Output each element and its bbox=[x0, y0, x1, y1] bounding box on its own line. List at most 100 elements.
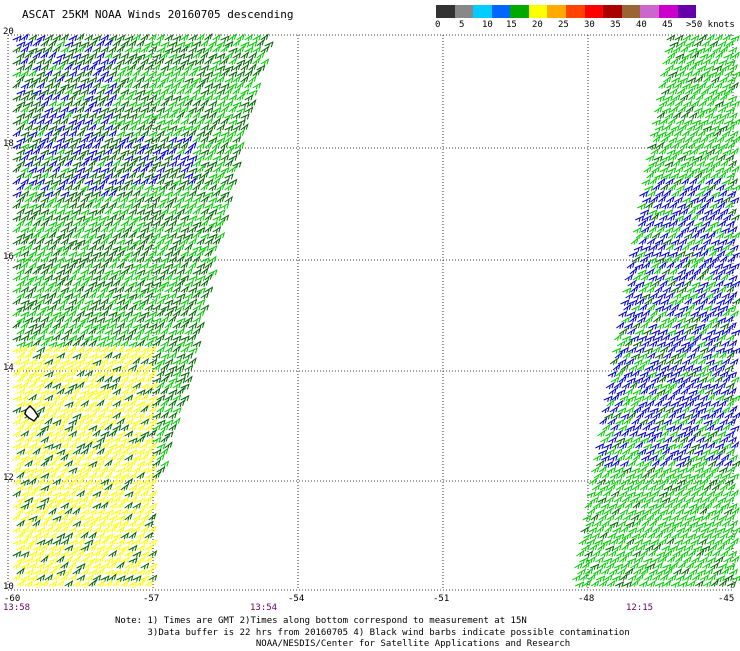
wind-barb bbox=[141, 491, 148, 497]
wind-barb bbox=[680, 143, 688, 149]
wind-barb bbox=[21, 538, 28, 544]
wind-barb bbox=[33, 534, 41, 540]
wind-barb bbox=[217, 125, 225, 131]
wind-barb bbox=[722, 197, 730, 203]
wind-barb bbox=[145, 77, 152, 83]
wind-barb bbox=[593, 503, 601, 509]
wind-barb bbox=[173, 59, 181, 65]
wind-barb bbox=[17, 376, 24, 382]
wind-barb bbox=[49, 101, 57, 107]
wind-barb bbox=[685, 365, 693, 371]
wind-barb bbox=[213, 132, 221, 138]
wind-barb bbox=[181, 359, 189, 365]
wind-barb bbox=[81, 54, 89, 60]
wind-barb bbox=[125, 156, 133, 162]
wind-barb bbox=[653, 365, 661, 371]
wind-barb bbox=[209, 246, 217, 252]
wind-barb bbox=[125, 348, 133, 354]
wind-barb bbox=[591, 467, 599, 473]
wind-barb bbox=[37, 83, 45, 89]
wind-barb bbox=[589, 479, 596, 485]
wind-barb bbox=[65, 150, 73, 156]
wind-barb bbox=[723, 425, 730, 431]
wind-barb bbox=[686, 42, 694, 48]
wind-barb bbox=[726, 336, 734, 342]
wind-barb bbox=[65, 306, 73, 312]
wind-barb bbox=[65, 280, 72, 286]
wind-barb bbox=[679, 239, 687, 245]
wind-barb bbox=[730, 246, 738, 252]
wind-barb bbox=[649, 162, 657, 168]
wind-barb bbox=[189, 335, 196, 341]
wind-barb bbox=[644, 167, 651, 173]
wind-barb bbox=[689, 227, 697, 233]
wind-barb bbox=[690, 245, 698, 251]
wind-barb bbox=[655, 582, 663, 588]
wind-barb bbox=[65, 222, 73, 228]
wind-barb bbox=[165, 96, 173, 102]
wind-barb bbox=[85, 192, 93, 198]
wind-barb bbox=[117, 359, 124, 365]
wind-barb bbox=[701, 250, 708, 256]
wind-barb bbox=[690, 84, 698, 90]
wind-barb bbox=[647, 353, 655, 359]
wind-barb bbox=[591, 581, 599, 587]
wind-barb bbox=[716, 396, 724, 402]
wind-barb bbox=[137, 41, 144, 47]
wind-barb bbox=[185, 174, 193, 180]
wind-barb bbox=[49, 390, 57, 396]
wind-barb bbox=[89, 341, 96, 347]
wind-barb bbox=[161, 78, 169, 84]
wind-barb bbox=[177, 174, 185, 180]
wind-barb bbox=[596, 461, 604, 467]
wind-barb bbox=[25, 544, 32, 550]
wind-barb bbox=[125, 264, 133, 270]
wind-barb bbox=[173, 180, 181, 185]
wind-barb bbox=[17, 413, 24, 419]
wind-barb bbox=[25, 570, 33, 576]
wind-barb bbox=[670, 42, 678, 47]
wind-barb bbox=[720, 534, 728, 540]
wind-barb bbox=[45, 59, 52, 65]
wind-barb bbox=[189, 168, 197, 173]
wind-barb bbox=[29, 503, 37, 509]
wind-barb bbox=[679, 516, 687, 522]
wind-barb bbox=[707, 377, 715, 383]
wind-barb bbox=[656, 532, 663, 538]
wind-barb bbox=[17, 66, 25, 72]
wind-barb bbox=[117, 468, 125, 474]
wind-barb bbox=[129, 232, 136, 238]
wind-barb bbox=[61, 107, 69, 113]
wind-barb bbox=[105, 270, 113, 275]
wind-barb bbox=[648, 419, 656, 425]
wind-barb bbox=[73, 460, 80, 466]
wind-barb bbox=[597, 480, 605, 486]
wind-barb bbox=[17, 209, 25, 215]
wind-barb bbox=[149, 47, 157, 53]
wind-barb bbox=[113, 78, 121, 84]
wind-barb bbox=[37, 430, 44, 436]
wind-barb bbox=[33, 161, 41, 167]
wind-barb bbox=[109, 455, 117, 461]
wind-barb bbox=[37, 216, 45, 222]
wind-barb bbox=[13, 311, 20, 317]
wind-barb bbox=[654, 563, 662, 569]
wind-barb bbox=[109, 203, 116, 209]
wind-barb bbox=[683, 329, 691, 335]
wind-barb bbox=[53, 347, 60, 353]
wind-barb bbox=[113, 341, 120, 347]
wind-barb bbox=[165, 35, 173, 41]
wind-barb bbox=[85, 276, 93, 282]
wind-barb bbox=[727, 78, 735, 84]
wind-barb bbox=[688, 191, 695, 197]
wind-barb bbox=[105, 414, 113, 420]
wind-barb bbox=[17, 402, 25, 408]
wind-barb bbox=[149, 238, 156, 244]
wind-barb bbox=[81, 533, 88, 539]
wind-barb bbox=[45, 299, 52, 305]
wind-barb bbox=[651, 149, 659, 155]
wind-barb bbox=[145, 402, 153, 408]
wind-barb bbox=[691, 101, 699, 107]
wind-barb bbox=[729, 552, 737, 558]
wind-barb bbox=[731, 331, 739, 336]
